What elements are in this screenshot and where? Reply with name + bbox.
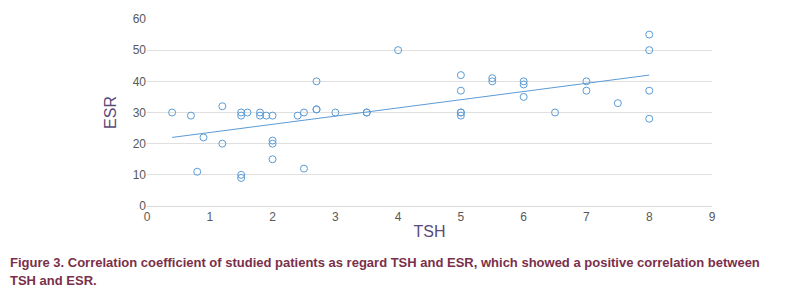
svg-text:50: 50 [133, 43, 147, 57]
svg-text:7: 7 [583, 210, 590, 224]
svg-text:40: 40 [133, 75, 147, 89]
svg-text:6: 6 [520, 210, 527, 224]
svg-text:60: 60 [133, 12, 147, 26]
svg-text:0: 0 [139, 199, 146, 213]
svg-text:30: 30 [133, 106, 147, 120]
html-text:Figure 3. Correlation coeffici: Figure 3. Correlation coefficient of stu… [10, 255, 760, 288]
svg-text:2: 2 [269, 210, 276, 224]
svg-text:9: 9 [709, 210, 716, 224]
svg-text:ESR: ESR [102, 96, 119, 129]
svg-text:0: 0 [144, 210, 151, 224]
svg-text:4: 4 [395, 210, 402, 224]
svg-text:10: 10 [133, 168, 147, 182]
svg-text:20: 20 [133, 137, 147, 151]
svg-text:3: 3 [332, 210, 339, 224]
svg-text:1: 1 [206, 210, 213, 224]
svg-text:TSH: TSH [414, 223, 446, 240]
svg-text:8: 8 [646, 210, 653, 224]
svg-text:5: 5 [458, 210, 465, 224]
